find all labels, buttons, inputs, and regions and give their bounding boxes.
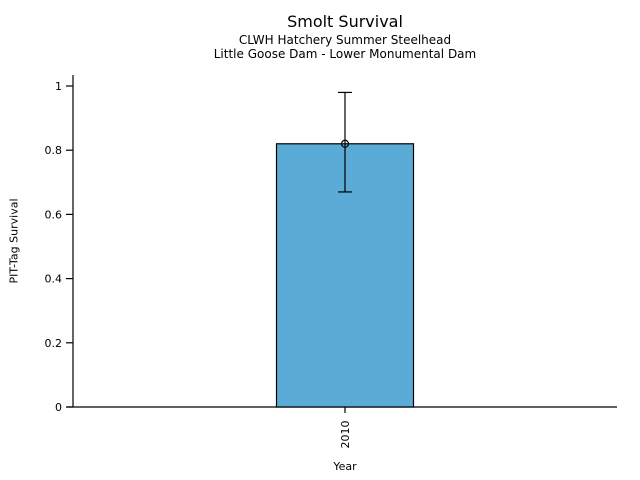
x-tick-label: 2010 xyxy=(339,421,352,449)
y-tick-label: 0.8 xyxy=(45,144,63,157)
x-axis-label: Year xyxy=(333,460,357,473)
y-tick-label: 0.2 xyxy=(45,337,63,350)
y-tick-label: 1 xyxy=(55,80,62,93)
y-tick-label: 0.6 xyxy=(45,208,63,221)
point-estimate-marker xyxy=(340,139,350,148)
y-tick-label: 0.4 xyxy=(45,273,63,286)
chart-subtitle-line2: Little Goose Dam - Lower Monumental Dam xyxy=(213,47,477,61)
y-tick-label: 0 xyxy=(55,401,62,414)
chart-title: Smolt Survival xyxy=(287,12,403,31)
chart-subtitle-line1: CLWH Hatchery Summer Steelhead xyxy=(238,33,452,47)
